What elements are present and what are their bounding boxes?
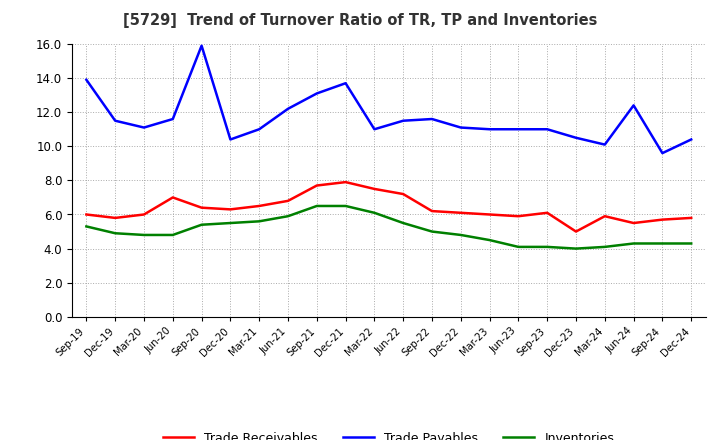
Trade Payables (255, 127, 264, 132)
Trade Receivables (370, 186, 379, 191)
Trade Receivables (600, 213, 609, 219)
Trade Payables (341, 81, 350, 86)
Inventories (514, 244, 523, 249)
Trade Receivables (226, 207, 235, 212)
Trade Payables (111, 118, 120, 123)
Trade Receivables (312, 183, 321, 188)
Legend: Trade Receivables, Trade Payables, Inventories: Trade Receivables, Trade Payables, Inven… (158, 427, 619, 440)
Trade Receivables (82, 212, 91, 217)
Trade Receivables (543, 210, 552, 216)
Trade Receivables (687, 215, 696, 220)
Trade Payables (197, 43, 206, 48)
Trade Receivables (399, 191, 408, 197)
Inventories (629, 241, 638, 246)
Trade Receivables (629, 220, 638, 226)
Trade Receivables (456, 210, 465, 216)
Inventories (485, 238, 494, 243)
Trade Payables (370, 127, 379, 132)
Trade Payables (629, 103, 638, 108)
Inventories (140, 232, 148, 238)
Trade Payables (399, 118, 408, 123)
Trade Payables (226, 137, 235, 142)
Inventories (312, 203, 321, 209)
Trade Payables (485, 127, 494, 132)
Trade Payables (428, 116, 436, 121)
Trade Payables (82, 77, 91, 82)
Trade Receivables (572, 229, 580, 234)
Trade Receivables (284, 198, 292, 203)
Text: [5729]  Trend of Turnover Ratio of TR, TP and Inventories: [5729] Trend of Turnover Ratio of TR, TP… (123, 13, 597, 28)
Trade Payables (168, 116, 177, 121)
Trade Receivables (485, 212, 494, 217)
Trade Receivables (140, 212, 148, 217)
Trade Receivables (341, 180, 350, 185)
Inventories (370, 210, 379, 216)
Trade Receivables (197, 205, 206, 210)
Trade Payables (514, 127, 523, 132)
Trade Receivables (658, 217, 667, 222)
Inventories (82, 224, 91, 229)
Inventories (687, 241, 696, 246)
Trade Receivables (255, 203, 264, 209)
Trade Payables (658, 150, 667, 156)
Inventories (600, 244, 609, 249)
Inventories (572, 246, 580, 251)
Trade Receivables (111, 215, 120, 220)
Inventories (658, 241, 667, 246)
Line: Trade Receivables: Trade Receivables (86, 182, 691, 231)
Inventories (341, 203, 350, 209)
Trade Payables (687, 137, 696, 142)
Inventories (111, 231, 120, 236)
Trade Payables (456, 125, 465, 130)
Line: Trade Payables: Trade Payables (86, 46, 691, 153)
Trade Receivables (428, 209, 436, 214)
Inventories (456, 232, 465, 238)
Trade Payables (312, 91, 321, 96)
Inventories (284, 213, 292, 219)
Inventories (255, 219, 264, 224)
Trade Payables (284, 106, 292, 111)
Trade Payables (140, 125, 148, 130)
Trade Receivables (514, 213, 523, 219)
Line: Inventories: Inventories (86, 206, 691, 249)
Inventories (168, 232, 177, 238)
Trade Payables (600, 142, 609, 147)
Inventories (399, 220, 408, 226)
Inventories (428, 229, 436, 234)
Inventories (543, 244, 552, 249)
Trade Payables (572, 135, 580, 140)
Trade Payables (543, 127, 552, 132)
Inventories (226, 220, 235, 226)
Inventories (197, 222, 206, 227)
Trade Receivables (168, 195, 177, 200)
